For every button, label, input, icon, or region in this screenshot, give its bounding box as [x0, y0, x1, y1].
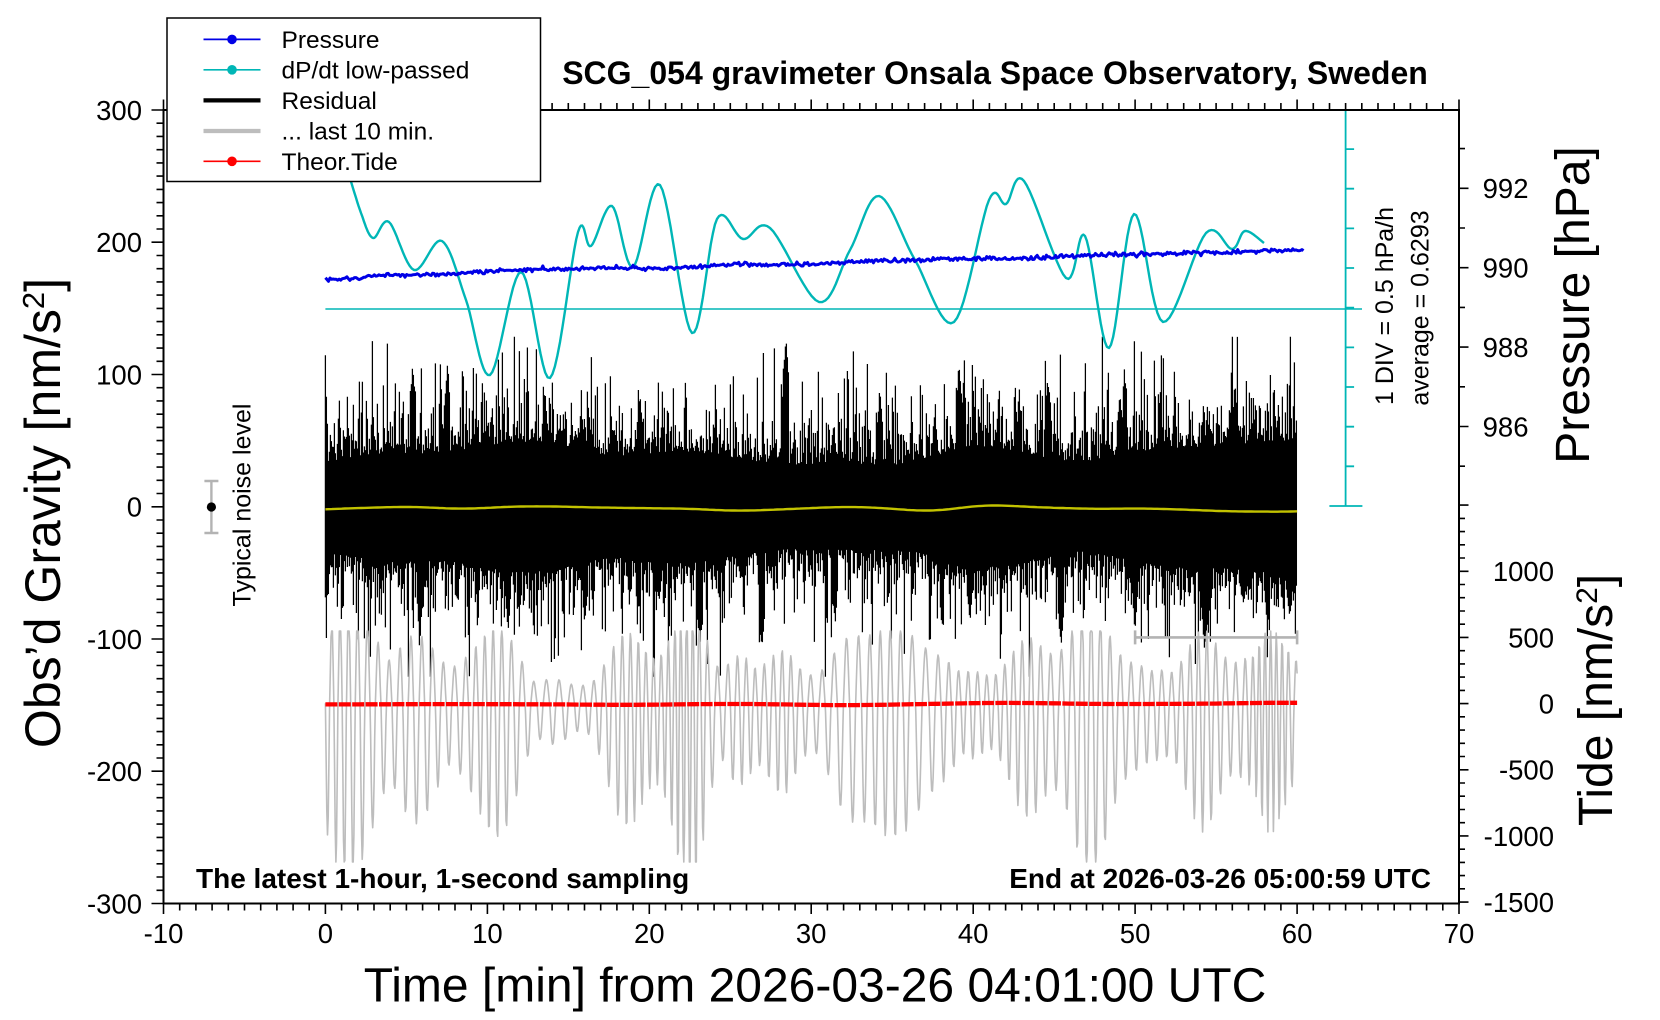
svg-text:0: 0: [127, 492, 142, 523]
svg-text:1000: 1000: [1493, 556, 1554, 587]
svg-text:SCG_054 gravimeter Onsala Spac: SCG_054 gravimeter Onsala Space Observat…: [562, 55, 1428, 91]
svg-text:Pressure: Pressure: [282, 27, 380, 54]
svg-text:986: 986: [1483, 411, 1529, 442]
svg-text:60: 60: [1282, 918, 1313, 949]
svg-text:200: 200: [96, 227, 142, 258]
svg-text:1 DIV = 0.5 hPa/h: 1 DIV = 0.5 hPa/h: [1371, 207, 1399, 405]
svg-text:50: 50: [1120, 918, 1151, 949]
svg-text:Typical noise level: Typical noise level: [229, 404, 257, 607]
svg-text:10: 10: [472, 918, 503, 949]
svg-text:-1500: -1500: [1484, 887, 1554, 918]
svg-text:0: 0: [1539, 689, 1554, 720]
svg-text:Pressure [hPa]: Pressure [hPa]: [1547, 146, 1600, 463]
svg-text:70: 70: [1444, 918, 1475, 949]
svg-text:988: 988: [1483, 332, 1529, 363]
svg-text:-300: -300: [87, 888, 142, 919]
svg-text:average = 0.6293: average = 0.6293: [1407, 210, 1435, 405]
svg-text:-10: -10: [144, 918, 184, 949]
svg-text:992: 992: [1483, 173, 1529, 204]
svg-text:100: 100: [96, 359, 142, 390]
svg-text:... last 10 min.: ... last 10 min.: [282, 119, 435, 146]
svg-text:500: 500: [1508, 622, 1554, 653]
svg-text:0: 0: [318, 918, 333, 949]
svg-text:Time [min] from 2026-03-26 04:: Time [min] from 2026-03-26 04:01:00 UTC: [364, 960, 1267, 1013]
svg-text:-500: -500: [1499, 755, 1554, 786]
svg-text:-100: -100: [87, 624, 142, 655]
svg-text:Obs’d Gravity [nm/s2]: Obs’d Gravity [nm/s2]: [15, 278, 71, 748]
svg-text:-1000: -1000: [1484, 821, 1554, 852]
svg-text:20: 20: [634, 918, 665, 949]
svg-text:End at 2026-03-26 05:00:59 UTC: End at 2026-03-26 05:00:59 UTC: [1009, 863, 1431, 894]
svg-text:40: 40: [958, 918, 989, 949]
svg-text:990: 990: [1483, 253, 1529, 284]
svg-text:300: 300: [96, 95, 142, 126]
svg-text:The latest 1-hour, 1-second sa: The latest 1-hour, 1-second sampling: [196, 863, 689, 894]
svg-text:-200: -200: [87, 756, 142, 787]
svg-text:Tide [nm/s2]: Tide [nm/s2]: [1570, 574, 1623, 826]
svg-text:Theor.Tide: Theor.Tide: [282, 149, 398, 176]
svg-text:30: 30: [796, 918, 827, 949]
svg-text:Residual: Residual: [282, 88, 377, 115]
svg-text:dP/dt low-passed: dP/dt low-passed: [282, 58, 470, 85]
